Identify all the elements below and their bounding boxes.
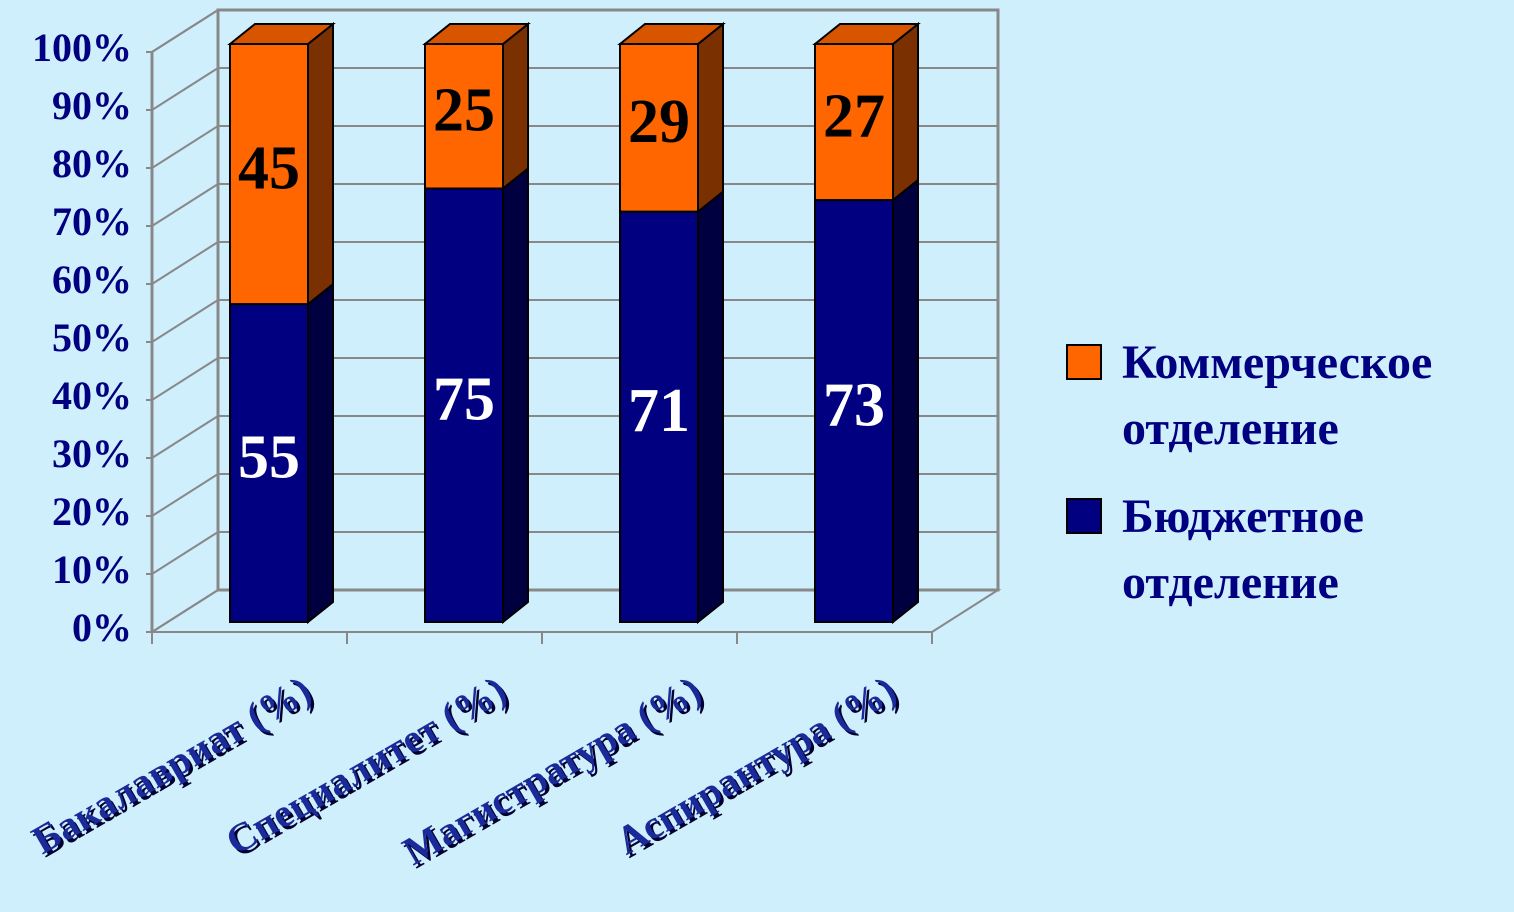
- y-tick-label: 70%: [52, 199, 132, 244]
- y-tick-label: 100%: [32, 25, 132, 70]
- legend: Коммерческое отделение Бюджетное отделени…: [1066, 330, 1514, 638]
- data-label: 71: [628, 377, 690, 445]
- bar-segment: [424, 43, 504, 190]
- data-label: 75: [433, 365, 495, 433]
- y-tick-label: 10%: [52, 547, 132, 592]
- legend-swatch: [1066, 498, 1102, 534]
- grid-line-side: [151, 415, 219, 459]
- legend-swatch: [1066, 344, 1102, 380]
- y-tick-label: 0%: [72, 605, 132, 650]
- grid-line-side: [151, 299, 219, 343]
- data-label: 55: [238, 423, 300, 491]
- bar-segment: [814, 43, 894, 202]
- bar-top: [617, 23, 726, 45]
- grid-line-side: [151, 531, 219, 575]
- data-label: 29: [628, 88, 690, 156]
- data-label: 73: [823, 371, 885, 439]
- y-tick-label: 80%: [52, 141, 132, 186]
- bar-side: [307, 282, 334, 625]
- bar-side: [307, 21, 334, 307]
- bar-side: [697, 189, 724, 625]
- legend-label: Бюджетное отделение: [1122, 490, 1364, 609]
- grid-line-side: [151, 183, 219, 227]
- grid-line-side: [151, 125, 219, 169]
- data-label: 27: [823, 82, 885, 150]
- bar-side: [502, 166, 529, 625]
- bar-segment: [229, 43, 309, 306]
- legend-item: Бюджетное отделение: [1066, 484, 1514, 616]
- legend-item: Коммерческое отделение: [1066, 330, 1514, 462]
- y-tick-label: 20%: [52, 489, 132, 534]
- data-label: 25: [433, 76, 495, 144]
- bar-segment: [619, 210, 699, 623]
- bar-top: [422, 23, 531, 45]
- legend-label: Коммерческое отделение: [1122, 336, 1433, 455]
- y-tick-label: 40%: [52, 373, 132, 418]
- bar-segment: [424, 187, 504, 623]
- bar-side: [892, 177, 919, 625]
- grid-line-side: [151, 589, 219, 633]
- bar-segment: [814, 199, 894, 623]
- bar-top: [812, 23, 921, 45]
- y-tick-label: 30%: [52, 431, 132, 476]
- grid-line-side: [151, 9, 219, 53]
- grid-line-side: [151, 357, 219, 401]
- y-tick-label: 90%: [52, 83, 132, 128]
- bar-top: [227, 23, 336, 45]
- data-label: 45: [238, 134, 300, 202]
- grid-line-side: [151, 473, 219, 517]
- bar-side: [892, 21, 919, 203]
- y-tick-label: 60%: [52, 257, 132, 302]
- y-tick-label: 50%: [52, 315, 132, 360]
- bar-side: [697, 21, 724, 214]
- grid-line-side: [151, 241, 219, 285]
- bar-side: [502, 21, 529, 191]
- grid-line-side: [151, 67, 219, 111]
